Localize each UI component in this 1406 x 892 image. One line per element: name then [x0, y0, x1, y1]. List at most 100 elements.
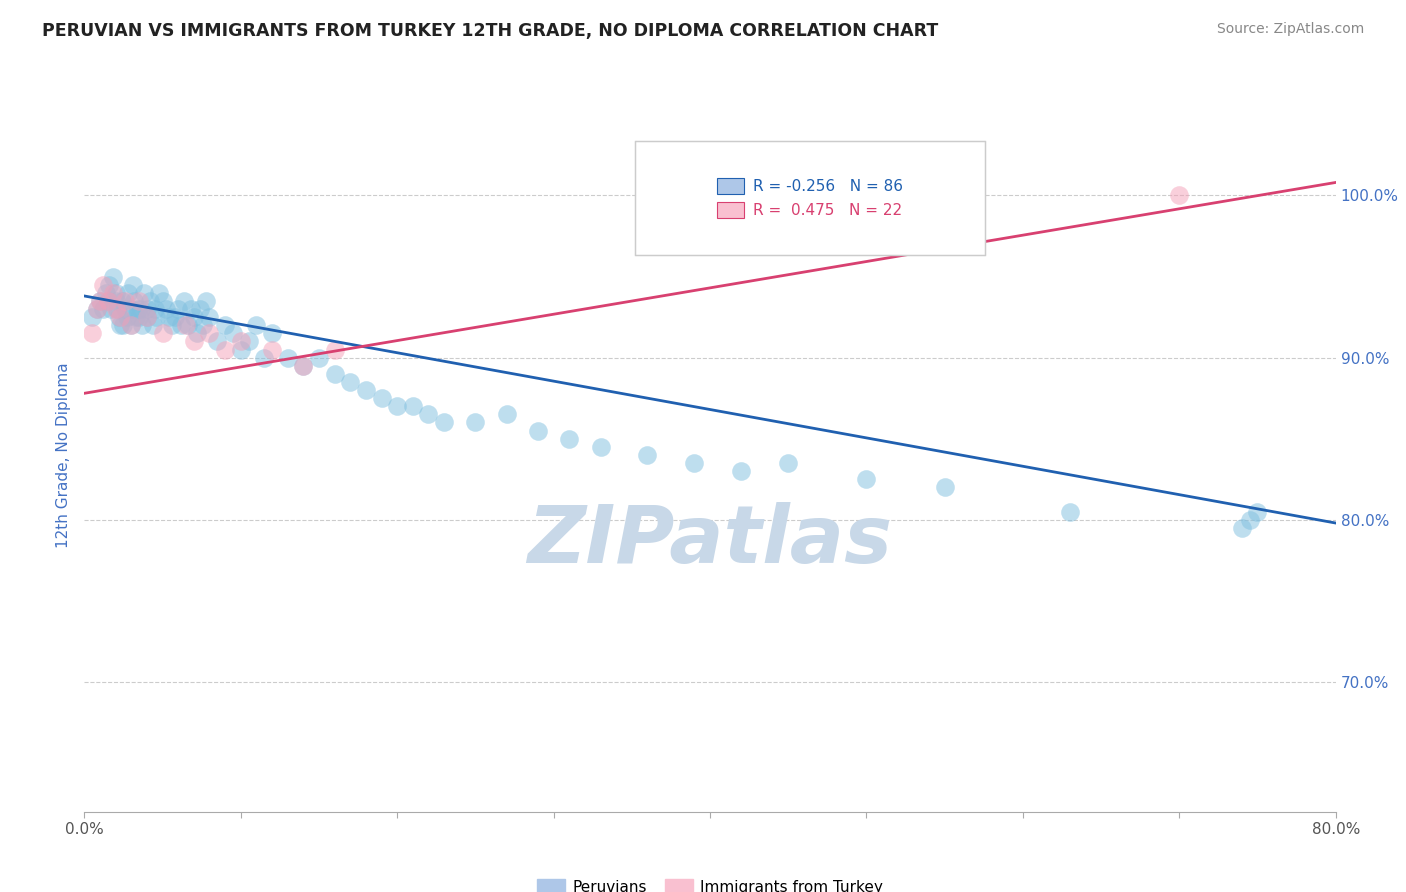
Point [589, 440, 612, 454]
Point [198, 310, 221, 324]
Point [82, 310, 104, 324]
Point [229, 343, 252, 357]
Point [1230, 521, 1253, 535]
Point [136, 310, 159, 324]
Point [124, 293, 146, 308]
Point [198, 326, 221, 341]
Point [262, 343, 284, 357]
Point [115, 310, 138, 324]
Point [495, 408, 517, 422]
Point [110, 318, 132, 333]
Point [730, 464, 752, 478]
Point [104, 293, 127, 308]
Point [139, 293, 162, 308]
Text: PERUVIAN VS IMMIGRANTS FROM TURKEY 12TH GRADE, NO DIPLOMA CORRELATION CHART: PERUVIAN VS IMMIGRANTS FROM TURKEY 12TH … [42, 22, 938, 40]
Point [193, 318, 215, 333]
Point [174, 318, 197, 333]
Point [370, 391, 392, 405]
Point [464, 416, 486, 430]
Point [186, 326, 208, 341]
Point [207, 334, 229, 349]
Point [214, 318, 236, 333]
Point [86, 301, 108, 316]
Point [238, 334, 260, 349]
Point [121, 277, 143, 292]
Point [91, 301, 114, 316]
Point [354, 383, 377, 397]
Point [180, 301, 202, 316]
Point [114, 301, 136, 316]
Point [183, 310, 205, 324]
Point [145, 310, 167, 324]
Point [148, 285, 170, 300]
Point [245, 318, 267, 333]
Y-axis label: 12th Grade, No Diploma: 12th Grade, No Diploma [56, 362, 72, 548]
Point [110, 310, 132, 324]
Point [101, 285, 124, 300]
Point [136, 301, 159, 316]
Point [89, 293, 111, 308]
Point [222, 326, 245, 341]
Point [323, 367, 346, 381]
Text: Source: ZipAtlas.com: Source: ZipAtlas.com [1216, 22, 1364, 37]
Point [418, 408, 440, 422]
Point [195, 293, 218, 308]
Point [683, 456, 706, 470]
Point [120, 318, 142, 333]
Point [120, 318, 142, 333]
Point [89, 293, 111, 308]
Point [98, 277, 121, 292]
Point [136, 310, 159, 324]
Point [152, 293, 174, 308]
Point [778, 456, 800, 470]
Point [111, 293, 134, 308]
Point [292, 359, 315, 373]
Point [402, 399, 425, 413]
Text: ZIPatlas: ZIPatlas [527, 501, 893, 580]
Point [125, 310, 148, 324]
Point [143, 301, 166, 316]
Point [176, 318, 198, 333]
Point [1168, 188, 1191, 202]
Legend: Peruvians, Immigrants from Turkey: Peruvians, Immigrants from Turkey [531, 873, 889, 892]
Point [128, 310, 150, 324]
Point [292, 359, 315, 373]
Point [262, 326, 284, 341]
Point [170, 318, 193, 333]
Point [855, 472, 877, 486]
Point [114, 293, 136, 308]
Point [277, 351, 299, 365]
Point [157, 310, 180, 324]
Point [637, 448, 659, 462]
Point [183, 334, 205, 349]
Point [117, 285, 139, 300]
Point [142, 318, 165, 333]
Point [1246, 505, 1268, 519]
Point [100, 301, 122, 316]
Point [96, 285, 118, 300]
Point [167, 301, 190, 316]
Point [323, 343, 346, 357]
Point [105, 301, 128, 316]
Point [1239, 513, 1261, 527]
Point [1059, 505, 1081, 519]
Point [128, 293, 150, 308]
Point [120, 301, 142, 316]
Point [385, 399, 409, 413]
Point [101, 269, 124, 284]
Point [91, 277, 114, 292]
Point [229, 334, 252, 349]
Point [188, 301, 211, 316]
Point [433, 416, 456, 430]
Point [173, 293, 195, 308]
Point [155, 301, 177, 316]
Point [107, 310, 129, 324]
Point [132, 285, 155, 300]
Point [97, 293, 120, 308]
Point [129, 301, 152, 316]
Point [82, 326, 104, 341]
Point [160, 318, 183, 333]
Point [934, 480, 956, 494]
Point [152, 326, 174, 341]
Point [97, 293, 120, 308]
